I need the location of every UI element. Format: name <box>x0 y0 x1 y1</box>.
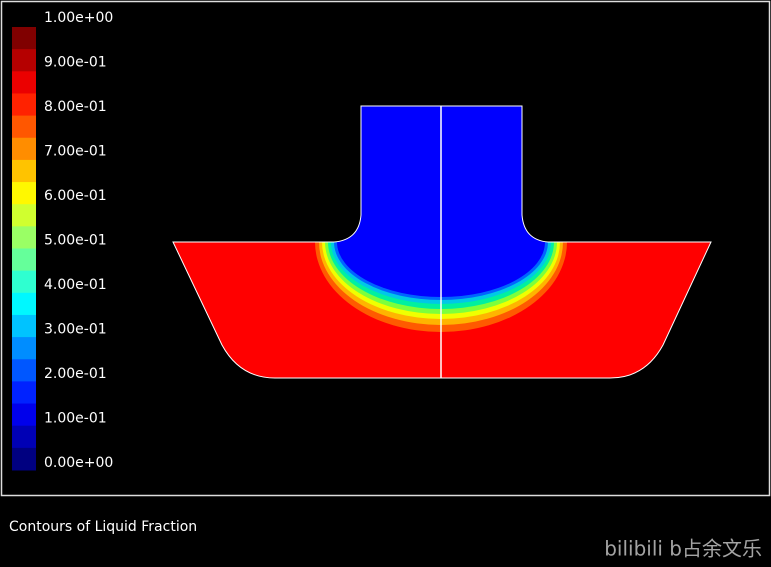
colorbar-band <box>12 359 36 382</box>
colorbar-band <box>12 425 36 449</box>
colorbar: 1.00e+00 9.00e-01 8.00e-01 7.00e-01 6.00e-01… <box>12 10 113 471</box>
plot-frame <box>0 0 771 497</box>
colorbar-band <box>12 381 36 405</box>
band <box>337 242 545 297</box>
colorbar-band <box>12 182 36 205</box>
colorbar-band <box>12 403 36 427</box>
colorbar-band <box>12 337 36 360</box>
colorbar-label: 9.00e-01 <box>44 55 107 71</box>
colorbar-band <box>12 115 36 139</box>
colorbar-band <box>12 27 36 50</box>
mushy-zone <box>315 242 567 332</box>
colorbar-band <box>12 137 36 161</box>
contour-plot <box>172 105 712 379</box>
colorbar-band <box>12 159 36 183</box>
colorbar-band <box>12 292 36 316</box>
colorbar-label: 5.00e-01 <box>44 233 107 249</box>
colorbar-band <box>12 248 36 272</box>
colorbar-label: 6.00e-01 <box>44 188 107 204</box>
colorbar-label: 8.00e-01 <box>44 99 107 115</box>
colorbar-band <box>12 226 36 249</box>
colorbar-band <box>12 71 36 94</box>
colorbar-band <box>12 270 36 294</box>
colorbar-band <box>12 93 36 117</box>
colorbar-band <box>12 314 36 338</box>
caption: Contours of Liquid Fraction <box>9 519 197 535</box>
colorbar-label: 1.00e-01 <box>44 411 107 427</box>
colorbar-label: 3.00e-01 <box>44 322 107 338</box>
colorbar-label: 2.00e-01 <box>44 366 107 382</box>
colorbar-label: 7.00e-01 <box>44 144 107 160</box>
outline <box>172 105 712 379</box>
colorbar-band <box>12 447 36 471</box>
colorbar-label: 0.00e+00 <box>44 455 113 471</box>
watermark: bilibili b占余文乐 <box>604 537 762 561</box>
colorbar-label: 1.00e+00 <box>44 10 113 26</box>
colorbar-band <box>12 204 36 227</box>
colorbar-label: 4.00e-01 <box>44 277 107 293</box>
colorbar-band <box>12 49 36 72</box>
